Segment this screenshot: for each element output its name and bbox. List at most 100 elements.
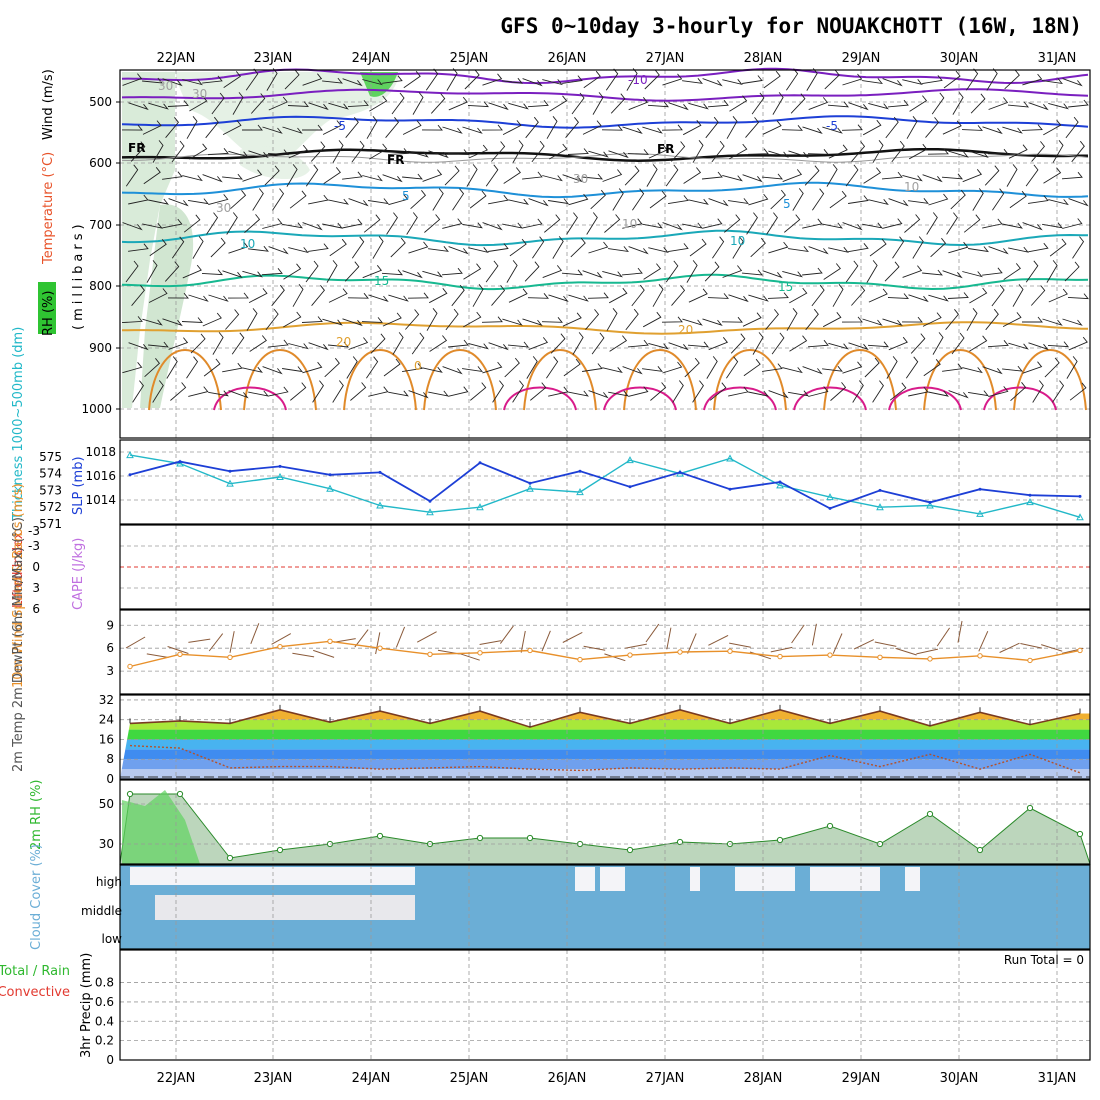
wind-barb xyxy=(932,332,944,355)
stability-tick: 6 xyxy=(32,602,40,616)
wind-barb xyxy=(747,148,769,155)
wind-barb xyxy=(142,120,162,135)
wind-barb xyxy=(228,241,249,254)
wind-barb xyxy=(121,124,143,131)
stability-panel: -3-3 0 3 6 Lifted Index CAPE (J/kg) xyxy=(11,524,1091,616)
wind-barb xyxy=(472,284,484,307)
wind-barb xyxy=(762,120,782,135)
wind-barb xyxy=(210,237,226,258)
wind-barb xyxy=(711,140,725,163)
slp-point xyxy=(328,473,332,477)
wind-barb xyxy=(761,173,784,180)
wind-barb xyxy=(361,317,383,323)
wind-barb xyxy=(1031,141,1045,162)
rh-contour-label: 10 xyxy=(904,180,919,194)
wind10m-point xyxy=(427,651,433,657)
wind-barb xyxy=(541,317,563,323)
wind-barb xyxy=(201,269,223,276)
wind-barb xyxy=(702,78,723,87)
wind-barb xyxy=(602,169,623,182)
temp-band xyxy=(120,769,1090,779)
wind-barb xyxy=(572,332,584,355)
wind-barb xyxy=(308,342,329,351)
wind-barb xyxy=(228,390,249,399)
wind-barb xyxy=(729,143,748,160)
wind10m-barb xyxy=(520,630,526,653)
wind-barb xyxy=(772,92,784,115)
wind-barb xyxy=(372,236,384,259)
wind-barb xyxy=(845,164,859,187)
wind-barb xyxy=(143,167,161,185)
wind-barb xyxy=(828,246,849,253)
temp-band xyxy=(120,759,1090,770)
cloud-axis-label: Cloud Cover (%) xyxy=(29,844,44,950)
wind-barb xyxy=(232,92,244,115)
wind-barb xyxy=(282,366,303,373)
wind-barb xyxy=(388,390,409,397)
wind-barb xyxy=(1048,102,1069,110)
wind-barb xyxy=(601,124,623,131)
wind-barb xyxy=(462,126,483,134)
cloud-high-clear xyxy=(575,867,595,891)
wind-barb xyxy=(1068,99,1089,108)
wind-barb xyxy=(430,93,446,114)
wind-barb xyxy=(868,288,888,303)
freezing-level-label: FR xyxy=(657,142,674,156)
wind10m-barb xyxy=(562,631,583,643)
contour-label: 20 xyxy=(336,335,351,349)
wind-barb xyxy=(868,102,889,110)
wind-barb xyxy=(950,189,966,210)
rh2m-peak xyxy=(122,790,200,864)
wind-barb xyxy=(428,390,449,397)
wind10m-barb xyxy=(729,642,751,648)
wind-barb xyxy=(242,270,263,278)
top-date-label: 25JAN xyxy=(450,51,489,66)
wind-barb xyxy=(1044,357,1060,378)
wind-barb xyxy=(822,365,843,372)
wind-barb xyxy=(345,117,359,138)
wind-barb xyxy=(183,214,201,233)
wind-barb xyxy=(202,312,222,327)
wind-barb xyxy=(548,386,569,397)
wind10m-barb xyxy=(375,632,381,655)
wind-barb xyxy=(308,243,329,252)
wind-barb xyxy=(661,316,683,323)
wind-barb xyxy=(827,101,850,108)
wind-barb xyxy=(368,386,389,397)
wind-barb xyxy=(968,246,989,253)
wind10m-barb xyxy=(395,626,406,648)
wind-barb xyxy=(509,238,527,257)
temp2m-fill xyxy=(120,709,1090,779)
wind-barb xyxy=(448,246,469,255)
wind10m-barb xyxy=(292,652,315,658)
wind-barb xyxy=(288,144,308,159)
wind10m-barb xyxy=(916,648,939,655)
wind-barb xyxy=(148,102,169,110)
wind-barb xyxy=(707,293,729,299)
wind-barb xyxy=(1012,284,1024,307)
wind-barb xyxy=(648,144,668,159)
wind-barb xyxy=(428,150,449,159)
wind-barb xyxy=(750,237,766,258)
contour-label: 10 xyxy=(240,237,255,251)
wind-barb xyxy=(946,212,958,235)
wind-barb xyxy=(984,165,1000,186)
wind-barb xyxy=(568,193,589,206)
wind-barb xyxy=(884,261,900,282)
wind-barb xyxy=(167,292,189,299)
wind-barb xyxy=(726,356,739,379)
cloud-grid xyxy=(175,865,1058,949)
wind-barb xyxy=(248,390,269,397)
wind-barb xyxy=(1007,101,1030,108)
wind-barb xyxy=(588,390,609,399)
wind-barb xyxy=(627,149,649,155)
wind-barb xyxy=(982,218,1003,229)
wind-barb xyxy=(252,188,264,211)
wind-barb xyxy=(202,174,223,183)
wind-barb xyxy=(588,241,609,254)
wind-barb xyxy=(382,75,403,84)
wind-barb xyxy=(181,317,203,323)
wind-barb xyxy=(648,342,669,350)
wind-barb xyxy=(1025,164,1039,187)
precip-legend-convective: Convective xyxy=(0,985,70,1000)
